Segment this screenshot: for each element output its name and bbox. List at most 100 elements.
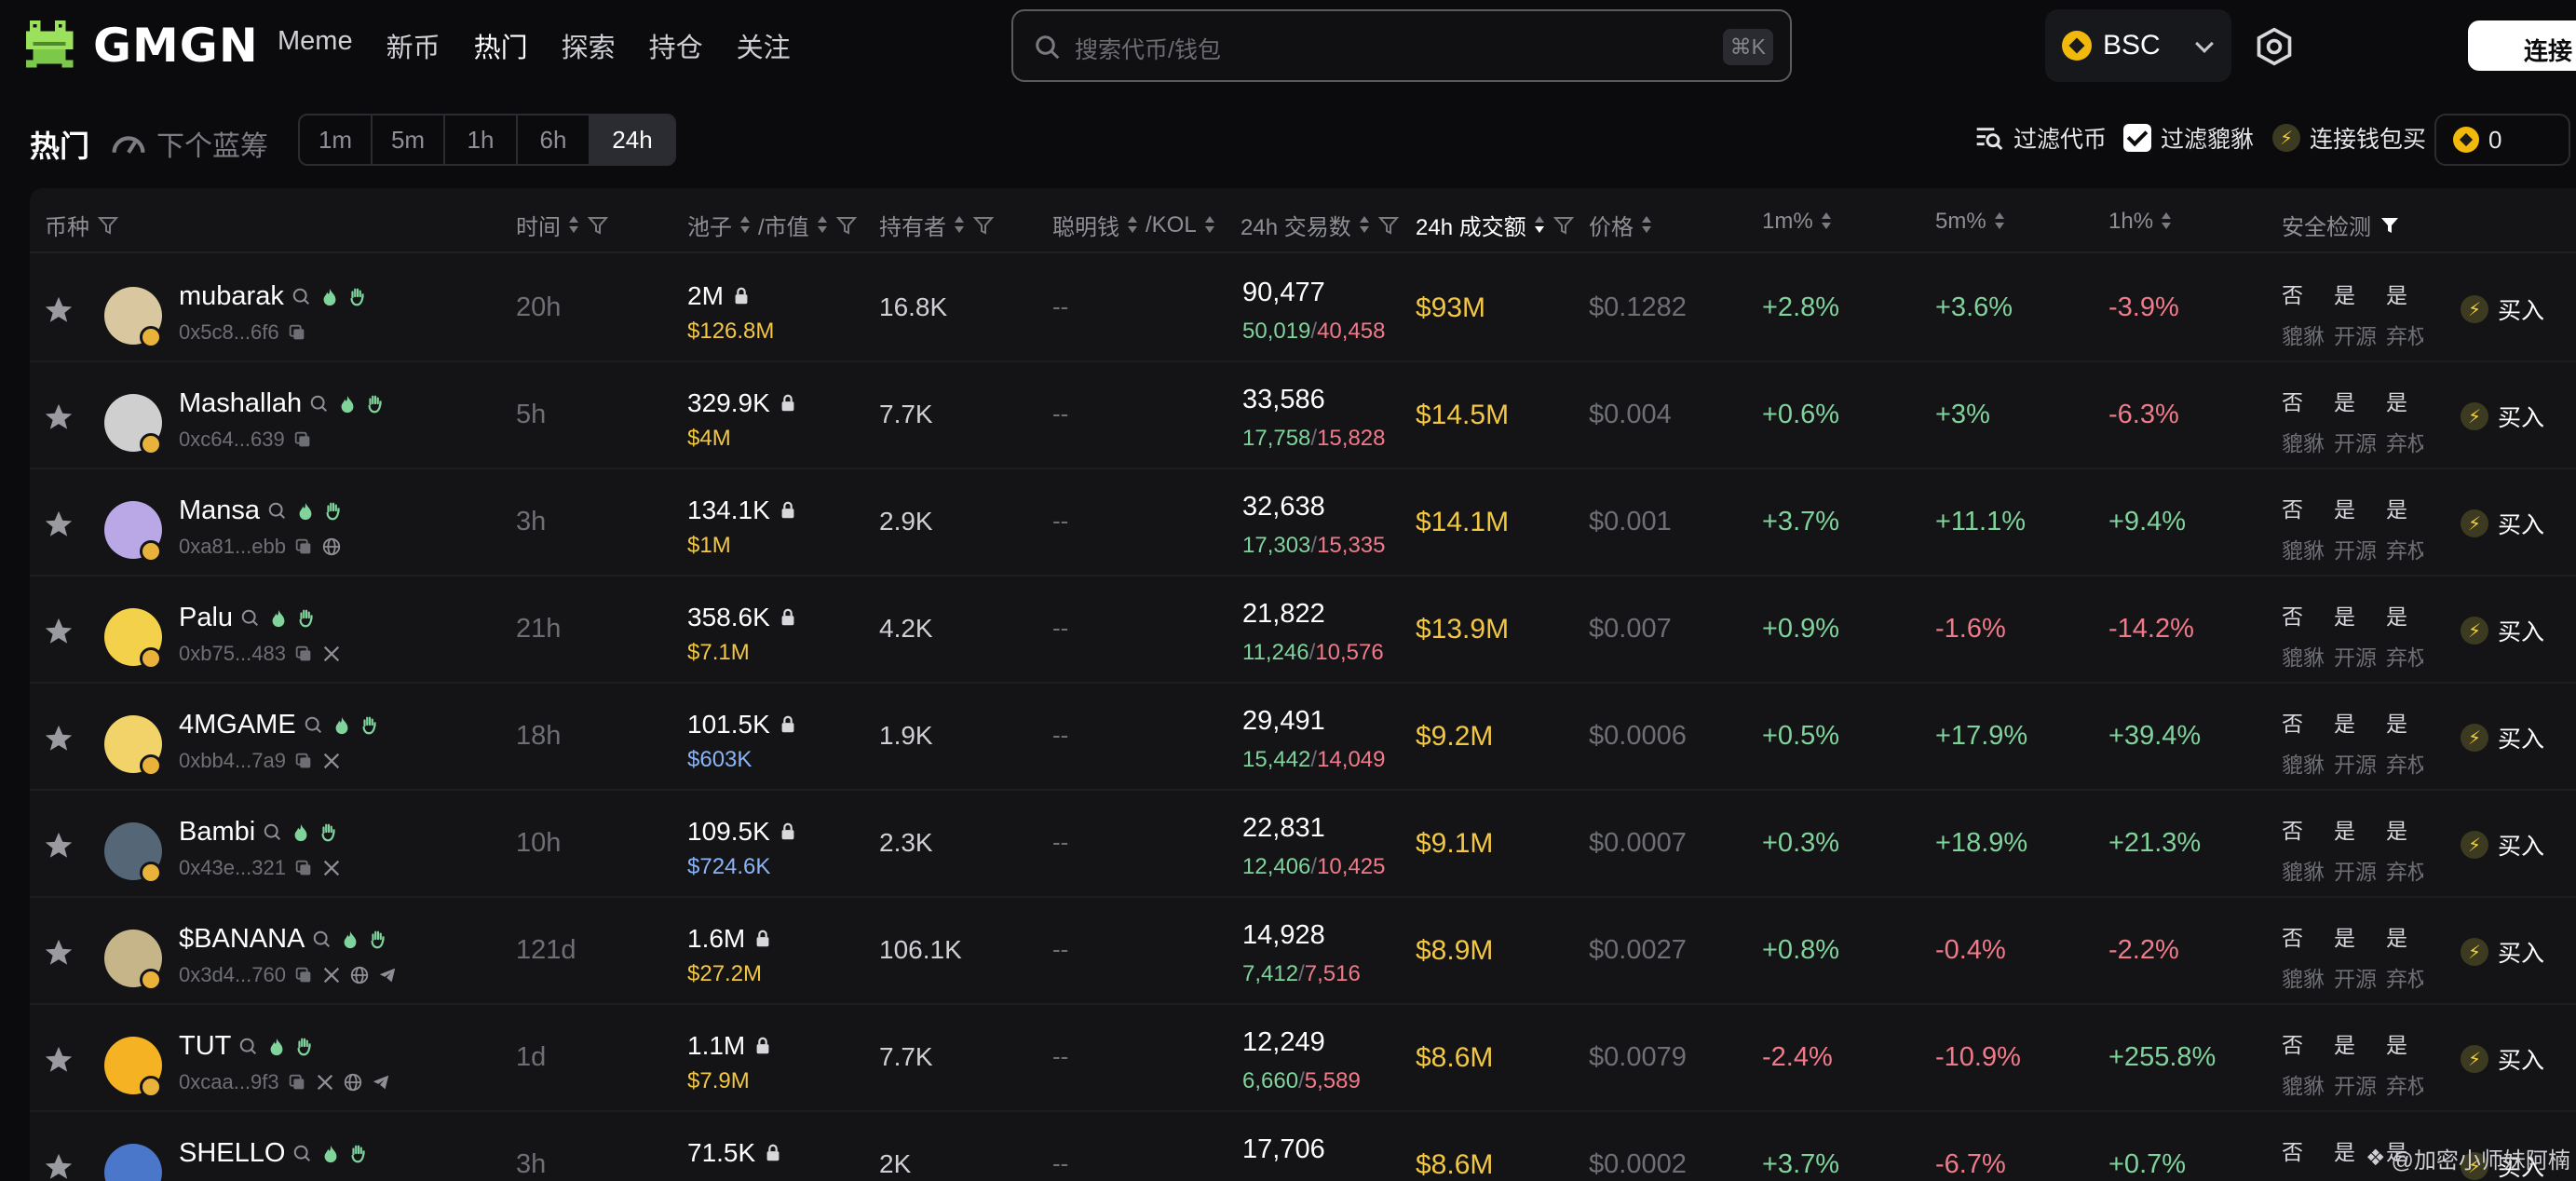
star-favorite-icon[interactable] [43,294,75,326]
col-age[interactable]: 时间 [516,209,609,241]
x-twitter-icon[interactable] [321,751,342,771]
x-twitter-icon[interactable] [321,644,342,664]
nav-holdings[interactable]: 持仓 [648,34,703,63]
search-input[interactable]: 搜索代币/钱包 ⌘K [1011,9,1792,82]
filter-funnel-icon[interactable] [1552,214,1575,237]
website-globe-icon[interactable] [343,1072,363,1093]
token-name[interactable]: mubarak [179,281,284,311]
next-bluechip-tab[interactable]: 下个蓝筹 [110,123,268,164]
token-name[interactable]: 4MGAME [179,710,296,740]
col-security[interactable]: 安全检测 [2282,209,2401,241]
col-volume[interactable]: 24h 成交额 [1416,209,1575,241]
col-1m[interactable]: 1m% [1762,209,1832,235]
quick-buy-toggle[interactable]: ⚡ 连接钱包买 [2272,121,2426,155]
token-name-group[interactable]: mubarak [179,281,368,312]
buy-button[interactable]: ⚡ 买入 [2461,400,2544,433]
filter-tokens-button[interactable]: 过滤代币 [1974,121,2107,155]
star-favorite-icon[interactable] [43,401,75,433]
quick-buy-amount-input[interactable]: 0 [2434,114,2570,166]
col-holders[interactable]: 持有者 [879,209,995,241]
token-name[interactable]: Mansa [179,495,261,525]
col-pool-mcap[interactable]: 池子 /市值 [687,209,858,241]
copy-icon[interactable] [292,429,313,450]
filter-funnel-icon[interactable] [1377,214,1400,237]
timeframe-24h[interactable]: 24h [590,115,674,164]
nav-trending[interactable]: 热门 [473,34,528,63]
token-address[interactable]: 0xa81...ebb [179,535,286,558]
token-address[interactable]: 0x3d4...760 [179,963,286,986]
token-name-group[interactable]: Mashallah [179,388,386,419]
website-globe-icon[interactable] [349,965,370,985]
website-globe-icon[interactable] [321,536,342,557]
telegram-icon[interactable] [377,965,398,985]
filter-funnel-icon[interactable] [587,214,609,237]
copy-icon[interactable] [293,965,314,985]
connect-button[interactable]: 连接 [2468,20,2576,71]
table-row[interactable]: Bambi 0x43e...321 10h 109.5K $724.6K 2.3K -- 22… [30,791,2576,898]
nav-follow[interactable]: 关注 [736,34,791,63]
token-name[interactable]: Bambi [179,817,256,847]
filter-funnel-icon[interactable] [972,214,995,237]
copy-icon[interactable] [293,751,314,771]
timeframe-1h[interactable]: 1h [445,115,518,164]
nav-meme[interactable]: Meme [278,26,353,56]
table-row[interactable]: mubarak 0x5c8...6f6 20h 2M $126.8M 16.8K -- 90,… [30,255,2576,362]
star-favorite-icon[interactable] [43,509,75,540]
buy-button[interactable]: ⚡ 买入 [2461,1149,2544,1181]
timeframe-1m[interactable]: 1m [300,115,373,164]
settings-icon[interactable] [2254,26,2295,67]
star-favorite-icon[interactable] [43,616,75,647]
buy-button[interactable]: ⚡ 买入 [2461,614,2544,647]
col-token[interactable]: 币种 [45,209,119,241]
star-favorite-icon[interactable] [43,1044,75,1076]
buy-button[interactable]: ⚡ 买入 [2461,1042,2544,1076]
nav-new[interactable]: 新币 [386,34,441,63]
token-name[interactable]: Palu [179,603,234,632]
nav-explore[interactable]: 探索 [561,34,616,63]
col-5m[interactable]: 5m% [1935,209,2005,235]
token-name[interactable]: SHELLO [179,1138,286,1168]
table-row[interactable]: Mashallah 0xc64...639 5h 329.9K $4M 7.7K -- 33,… [30,362,2576,469]
logo[interactable]: GMGN [22,17,259,75]
token-name-group[interactable]: SHELLO [179,1138,369,1169]
filter-funnel-icon[interactable] [97,214,119,237]
token-address[interactable]: 0xc64...639 [179,428,285,451]
x-twitter-icon[interactable] [321,858,342,878]
table-row[interactable]: Palu 0xb75...483 21h 358.6K $7.1M 4.2K -- 21,82… [30,577,2576,684]
copy-icon[interactable] [293,858,314,878]
timeframe-6h[interactable]: 6h [518,115,590,164]
token-name[interactable]: Mashallah [179,388,303,418]
token-address[interactable]: 0x43e...321 [179,856,286,879]
copy-icon[interactable] [293,644,314,664]
star-favorite-icon[interactable] [43,830,75,862]
token-name-group[interactable]: Palu [179,603,317,633]
table-row[interactable]: $BANANA 0x3d4...760 121d 1.6M $27.2M 106.1K --… [30,898,2576,1005]
token-name[interactable]: TUT [179,1031,232,1061]
token-address[interactable]: 0xcaa...9f3 [179,1070,279,1093]
token-name-group[interactable]: Bambi [179,817,339,848]
x-twitter-icon[interactable] [321,965,342,985]
col-1h[interactable]: 1h% [2108,209,2172,235]
star-favorite-icon[interactable] [43,937,75,969]
buy-button[interactable]: ⚡ 买入 [2461,935,2544,969]
col-price[interactable]: 价格 [1589,209,1652,241]
token-name-group[interactable]: TUT [179,1031,315,1062]
token-name-group[interactable]: Mansa [179,495,344,526]
buy-button[interactable]: ⚡ 买入 [2461,292,2544,326]
token-address[interactable]: 0xb75...483 [179,642,286,665]
col-smart-money[interactable]: 聪明钱 /KOL [1052,209,1215,241]
buy-button[interactable]: ⚡ 买入 [2461,721,2544,754]
token-name[interactable]: $BANANA [179,924,305,954]
table-row[interactable]: Mansa 0xa81...ebb 3h 134.1K $1M 2.9K -- 32,638 1… [30,469,2576,577]
token-address[interactable]: 0xbb4...7a9 [179,749,286,772]
table-row[interactable]: TUT 0xcaa...9f3 1d 1.1M $7.9M 7.7K -- 12,249 6,6… [30,1005,2576,1112]
table-row[interactable]: 4MGAME 0xbb4...7a9 18h 101.5K $603K 1.9K -- 29,… [30,684,2576,791]
chain-selector[interactable]: BSC [2045,9,2231,82]
copy-icon[interactable] [293,536,314,557]
timeframe-5m[interactable]: 5m [373,115,445,164]
star-favorite-icon[interactable] [43,1151,75,1181]
col-txns[interactable]: 24h 交易数 [1241,209,1400,241]
filter-funnel-icon[interactable] [835,214,858,237]
x-twitter-icon[interactable] [315,1072,335,1093]
table-row[interactable]: SHELLO 3h 71.5K 2K -- 17,706 $8.6M $0.0002 +3.7%… [30,1112,2576,1181]
